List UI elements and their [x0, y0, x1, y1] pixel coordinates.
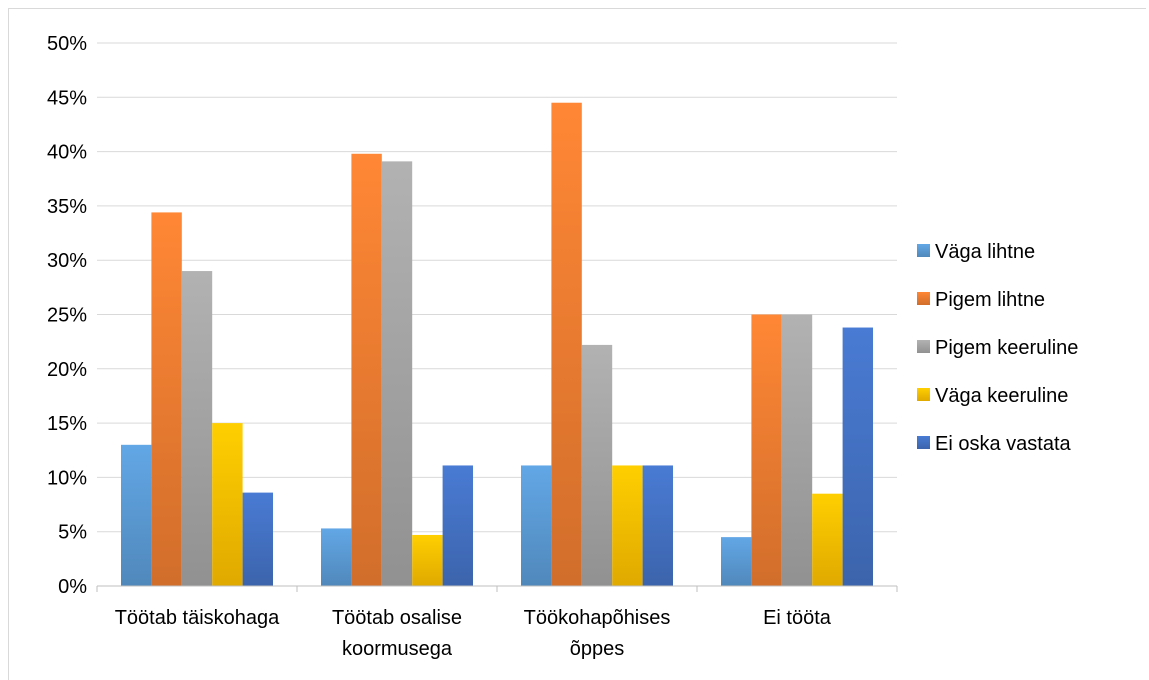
- y-tick-label: 35%: [47, 196, 87, 218]
- bar: [151, 212, 182, 586]
- y-tick-label: 25%: [47, 305, 87, 327]
- bar: [721, 537, 752, 586]
- chart-frame: [8, 8, 1146, 680]
- bar: [321, 528, 352, 586]
- x-tick-label: Ei tööta: [763, 607, 832, 629]
- legend-label: Ei oska vastata: [935, 433, 1072, 455]
- x-tick-label: koormusega: [342, 638, 453, 660]
- legend-label: Pigem lihtne: [935, 289, 1045, 311]
- bar: [642, 465, 673, 586]
- bar: [351, 153, 382, 586]
- axes: 0% 5% 10% 15% 20% 25% 30% 35% 40% 45% 50% Töötab tä…: [47, 33, 898, 660]
- y-tick-label: 30%: [47, 250, 87, 272]
- bar: [521, 465, 552, 586]
- bar: [242, 492, 273, 586]
- y-tick-label: 0%: [58, 576, 87, 598]
- legend-swatch: [917, 388, 930, 401]
- legend: Väga lihtne Pigem lihtne Pigem keeruline Vä…: [917, 241, 1078, 455]
- y-tick-label: 10%: [47, 467, 87, 489]
- legend-swatch: [917, 292, 930, 305]
- legend-swatch: [917, 436, 930, 449]
- bar: [442, 465, 473, 586]
- bar: [612, 465, 643, 586]
- bar: [781, 314, 813, 586]
- y-tick-label: 5%: [58, 522, 87, 544]
- legend-swatch: [917, 244, 930, 257]
- y-tick-label: 40%: [47, 142, 87, 164]
- legend-label: Väga lihtne: [935, 241, 1035, 263]
- x-tick-label: Töökohapõhises: [524, 607, 671, 629]
- bar: [551, 102, 582, 586]
- bar: [812, 493, 843, 586]
- y-tick-label: 45%: [47, 87, 87, 109]
- bar: [381, 161, 413, 586]
- y-tick-label: 20%: [47, 359, 87, 381]
- legend-label: Pigem keeruline: [935, 337, 1078, 359]
- bar: [212, 423, 243, 586]
- x-tick-label: Töötab osalise: [332, 607, 462, 629]
- legend-label: Väga keeruline: [935, 385, 1068, 407]
- y-tick-label: 50%: [47, 33, 87, 55]
- y-tick-label: 15%: [47, 413, 87, 435]
- legend-swatch: [917, 340, 930, 353]
- bar: [412, 534, 443, 586]
- x-tick-label: Töötab täiskohaga: [115, 607, 280, 629]
- bar: [751, 314, 782, 586]
- bar: [842, 327, 873, 586]
- bars: [121, 102, 873, 586]
- bar: [181, 271, 213, 586]
- bar: [581, 344, 613, 586]
- x-tick-label: õppes: [570, 638, 625, 660]
- bar: [121, 444, 152, 586]
